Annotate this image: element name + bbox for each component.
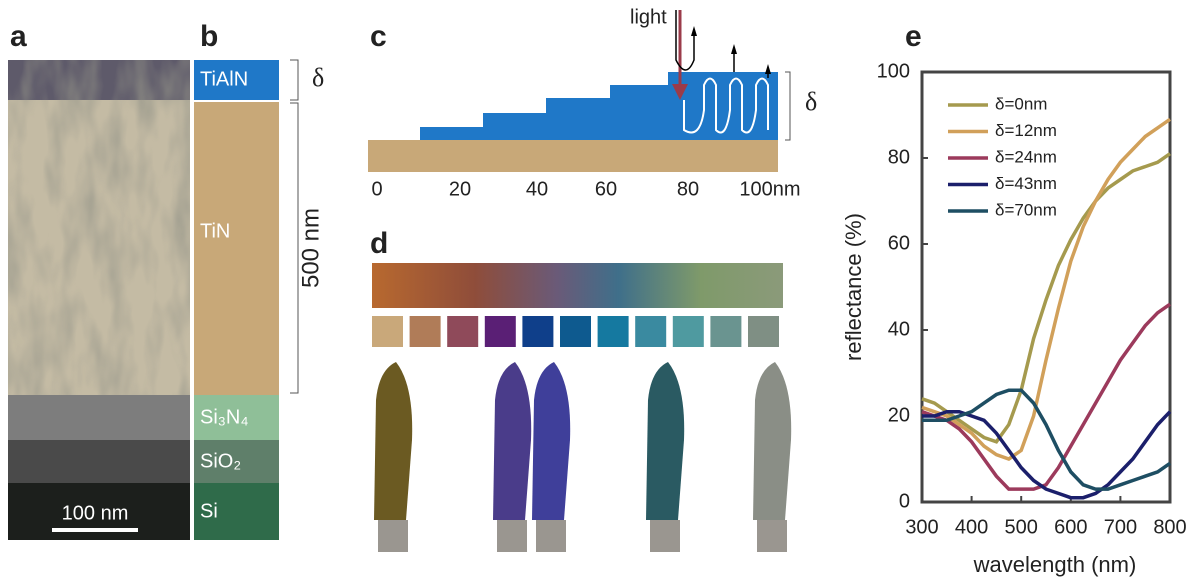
- panel-label: a: [10, 20, 27, 53]
- legend-label: δ=12nm: [995, 121, 1057, 140]
- knife-handle: [650, 520, 680, 552]
- panel-label: b: [200, 20, 218, 53]
- layer-label: SiO₂: [200, 450, 241, 472]
- thickness-tick: 100nm: [739, 178, 800, 200]
- x-tick-label: 600: [1054, 516, 1087, 538]
- swatch: [710, 316, 741, 347]
- legend-label: δ=24nm: [995, 147, 1057, 166]
- thickness-tick: 0: [371, 178, 382, 200]
- thickness-tick: 60: [595, 178, 617, 200]
- knife-handle: [378, 520, 408, 552]
- knife-blade: [646, 362, 684, 520]
- delta-label: δ: [312, 63, 324, 92]
- swatch: [522, 316, 553, 347]
- legend-label: δ=43nm: [995, 174, 1057, 193]
- panel-label: c: [370, 20, 387, 53]
- color-gradient: [372, 263, 783, 308]
- y-tick-label: 20: [888, 404, 910, 426]
- swatch: [598, 316, 629, 347]
- swatch: [447, 316, 478, 347]
- x-tick-label: 300: [905, 516, 938, 538]
- x-tick-label: 400: [955, 516, 988, 538]
- knife-handle: [497, 520, 527, 552]
- swatch: [748, 316, 779, 347]
- y-axis-title: reflectance (%): [841, 213, 866, 361]
- knife-handle: [757, 520, 787, 552]
- delta-label: δ: [805, 87, 817, 116]
- y-tick-label: 40: [888, 318, 910, 340]
- light-label: light: [630, 6, 667, 28]
- thickness-tick: 20: [449, 178, 471, 200]
- knife-handle: [536, 520, 566, 552]
- y-tick-label: 60: [888, 232, 910, 254]
- layer-label: TiN: [200, 220, 230, 242]
- layer-label: Si₃N₄: [200, 406, 249, 428]
- scale-bar-label: 100 nm: [62, 502, 129, 524]
- y-tick-label: 80: [888, 146, 910, 168]
- x-tick-label: 700: [1104, 516, 1137, 538]
- series-line: [922, 390, 1170, 489]
- y-tick-label: 0: [899, 490, 910, 512]
- knife-blade: [374, 362, 412, 520]
- layer-label: TiAlN: [200, 68, 248, 90]
- thickness-tick: 80: [677, 178, 699, 200]
- legend-label: δ=70nm: [995, 200, 1057, 219]
- swatch: [673, 316, 704, 347]
- swatch: [372, 316, 403, 347]
- step-diagram: [368, 10, 790, 172]
- swatch: [635, 316, 666, 347]
- y-tick-label: 100: [877, 60, 910, 82]
- x-tick-label: 800: [1153, 516, 1186, 538]
- legend-label: δ=0nm: [995, 94, 1047, 113]
- thickness-tick: 40: [526, 178, 548, 200]
- plot: 300 400 500 600 700 800 0 20 40 60 80 100 δ=0nm δ=12n…: [877, 60, 1187, 538]
- series-line: [922, 154, 1170, 442]
- layer-label: Si: [200, 500, 218, 522]
- knife-blade: [493, 362, 531, 520]
- swatch: [485, 316, 516, 347]
- x-axis-title: wavelength (nm): [973, 552, 1137, 577]
- knife-blade: [753, 362, 791, 520]
- thickness-label: 500 nm: [297, 208, 324, 288]
- tem-image: [8, 60, 190, 540]
- figure: a 100 nm b TiAlN TiN Si₃N₄ SiO₂ Si δ 500…: [0, 0, 1202, 577]
- x-tick-label: 500: [1005, 516, 1038, 538]
- swatches: [372, 316, 779, 347]
- knife-blade: [532, 362, 570, 520]
- panel-label: e: [905, 20, 922, 53]
- panel-label: d: [370, 227, 388, 260]
- swatch: [410, 316, 441, 347]
- knives: [374, 362, 791, 552]
- swatch: [560, 316, 591, 347]
